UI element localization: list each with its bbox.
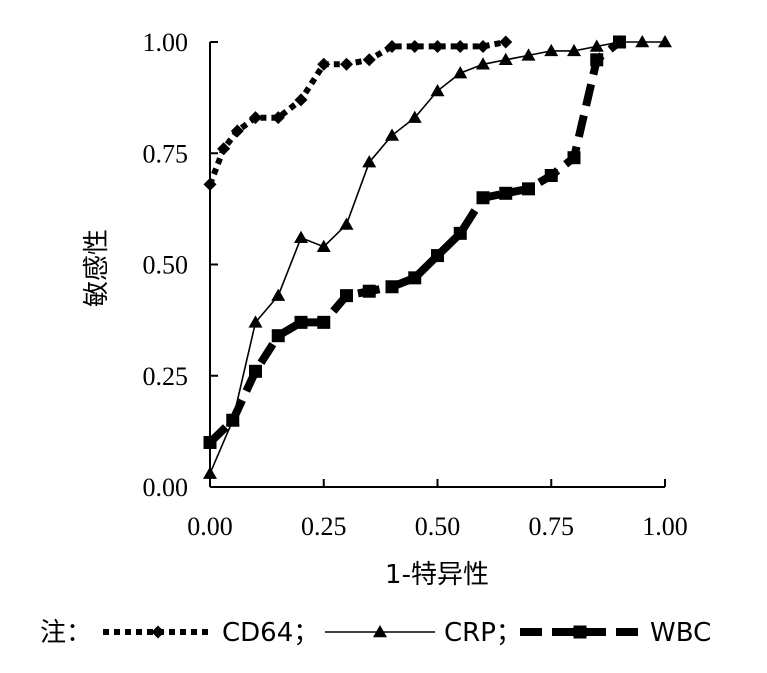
data-point	[499, 186, 513, 200]
data-point	[476, 39, 490, 53]
data-point	[431, 39, 444, 53]
data-point	[340, 289, 353, 303]
data-point	[294, 230, 308, 244]
legend-prefix: 注：	[40, 618, 92, 648]
data-point	[203, 436, 217, 449]
axes: 0.00 0.00 0.25 0.25 0.50 0.50 0.75 0.75 1.00 1.00	[143, 28, 688, 541]
series-thick-dash-square	[203, 35, 626, 449]
data-point	[217, 142, 231, 156]
series-thin-solid-triangle	[203, 35, 672, 479]
legend-item: WBC	[520, 618, 711, 648]
legend-item: CD64；	[103, 618, 319, 648]
data-point	[294, 93, 308, 107]
x-tick-label: 0.00	[187, 512, 233, 541]
data-point	[316, 239, 331, 252]
data-point	[453, 39, 467, 53]
data-point	[271, 288, 286, 301]
y-tick-label: 0.50	[143, 251, 189, 280]
legend-label: CRP；	[444, 618, 522, 648]
data-point	[544, 169, 558, 182]
data-point	[362, 53, 376, 67]
y-axis-label: 敏感性	[82, 229, 112, 307]
data-point	[408, 271, 422, 285]
data-point	[613, 35, 626, 49]
data-point	[408, 39, 422, 53]
legend: 注： CD64； CRP； WBC	[40, 618, 711, 648]
data-point	[230, 124, 244, 138]
data-point	[453, 66, 468, 79]
y-tick-label: 0.25	[143, 362, 189, 391]
data-point	[385, 280, 399, 294]
legend-marker	[151, 625, 165, 639]
data-point	[522, 182, 535, 196]
data-point	[476, 57, 490, 70]
data-point	[498, 52, 513, 66]
data-point	[476, 191, 490, 205]
x-tick-label: 0.25	[301, 512, 347, 541]
y-tick-label: 1.00	[143, 28, 189, 57]
data-point	[340, 57, 353, 71]
data-point	[589, 39, 604, 52]
data-point	[248, 315, 263, 328]
data-point	[317, 315, 331, 329]
series-layer	[203, 35, 672, 479]
data-point	[430, 83, 445, 97]
legend-label: WBC	[650, 618, 711, 648]
data-point	[294, 315, 308, 329]
data-point	[544, 43, 559, 57]
data-point	[431, 249, 444, 263]
data-point	[249, 364, 262, 378]
data-point	[407, 110, 422, 123]
data-point	[385, 39, 399, 53]
data-point	[499, 35, 513, 49]
series-line	[207, 38, 622, 446]
x-axis-label: 1-特异性	[385, 560, 489, 590]
legend-marker	[373, 625, 387, 638]
data-point	[339, 217, 354, 230]
data-point	[249, 111, 262, 125]
y-tick-label: 0.00	[143, 473, 189, 502]
data-point	[203, 466, 217, 479]
legend-marker	[573, 625, 587, 639]
legend-item: CRP；	[325, 618, 522, 648]
x-tick-label: 0.75	[529, 512, 575, 541]
data-point	[362, 284, 376, 298]
data-point	[521, 48, 536, 61]
data-point	[590, 53, 604, 67]
legend-label: CD64；	[222, 618, 319, 648]
data-point	[362, 155, 377, 168]
data-point	[658, 35, 672, 48]
data-point	[317, 57, 331, 71]
data-point	[453, 226, 467, 240]
data-point	[635, 35, 650, 48]
y-tick-label: 0.75	[143, 139, 189, 168]
data-point	[567, 43, 581, 57]
x-tick-label: 0.50	[415, 512, 461, 541]
data-point	[271, 111, 285, 125]
x-tick-label: 1.00	[642, 512, 688, 541]
data-point	[226, 413, 240, 427]
data-point	[203, 177, 217, 191]
series-dotted-diamond	[203, 35, 513, 191]
data-point	[385, 128, 399, 141]
data-point	[567, 151, 581, 165]
data-point	[271, 329, 285, 343]
